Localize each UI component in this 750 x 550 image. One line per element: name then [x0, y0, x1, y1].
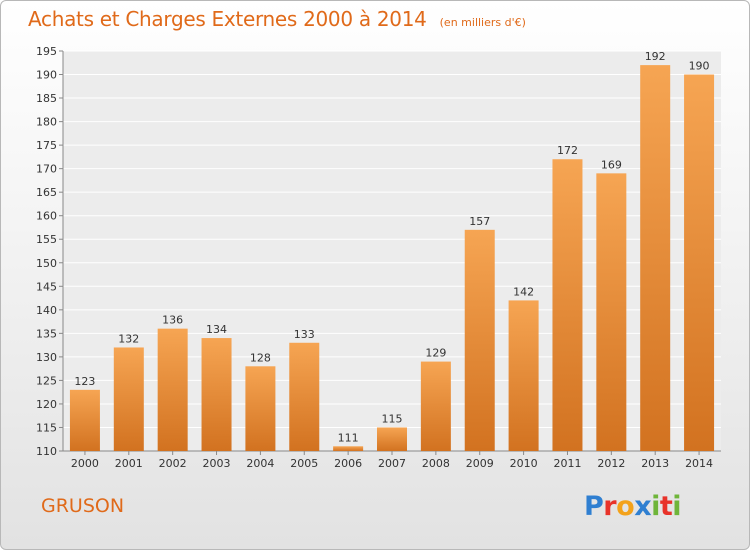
bar [508, 300, 539, 451]
x-tick-label: 2012 [597, 457, 625, 470]
data-label: 134 [206, 323, 227, 336]
y-tick-label: 140 [36, 304, 57, 317]
bar [113, 347, 144, 451]
x-tick-label: 2010 [510, 457, 538, 470]
data-label: 136 [162, 314, 183, 327]
x-tick-label: 2001 [115, 457, 143, 470]
data-label: 190 [689, 60, 710, 73]
y-tick-label: 190 [36, 69, 57, 82]
brand-letter: i [651, 491, 660, 522]
bar [640, 65, 671, 451]
data-label: 172 [557, 144, 578, 157]
y-tick-label: 155 [36, 233, 57, 246]
bar [289, 342, 320, 451]
y-tick-label: 165 [36, 186, 57, 199]
data-label: 169 [601, 158, 622, 171]
data-label: 157 [469, 215, 490, 228]
x-tick-label: 2008 [422, 457, 450, 470]
commune-name: GRUSON [41, 495, 125, 517]
bar [377, 427, 407, 451]
data-label: 111 [338, 431, 359, 444]
brand-letter: i [672, 491, 682, 522]
brand-letter: P [584, 491, 604, 522]
x-tick-label: 2005 [290, 457, 318, 470]
data-label: 123 [74, 375, 95, 388]
brand-letter: r [603, 491, 617, 522]
bar [420, 361, 451, 451]
x-tick-label: 2013 [641, 457, 669, 470]
data-label: 129 [425, 347, 446, 360]
y-tick-label: 135 [36, 327, 57, 340]
proxiti-logo: Proxiti [584, 491, 682, 522]
y-tick-label: 170 [36, 163, 57, 176]
x-tick-label: 2004 [246, 457, 274, 470]
data-label: 128 [250, 351, 271, 364]
data-label: 142 [513, 285, 534, 298]
data-label: 133 [294, 328, 315, 341]
brand-letter: o [616, 491, 635, 522]
bar [596, 173, 627, 451]
y-tick-label: 115 [36, 421, 57, 434]
x-tick-label: 2011 [553, 457, 581, 470]
brand-letter: x [634, 491, 652, 522]
y-tick-label: 120 [36, 398, 57, 411]
data-label: 115 [382, 412, 403, 425]
x-tick-label: 2002 [159, 457, 187, 470]
y-tick-label: 130 [36, 351, 57, 364]
brand-letter: t [659, 491, 673, 522]
bar [333, 446, 364, 451]
y-tick-label: 145 [36, 280, 57, 293]
x-tick-label: 2009 [466, 457, 494, 470]
bar [69, 389, 100, 451]
y-tick-label: 180 [36, 116, 57, 129]
x-tick-label: 2006 [334, 457, 362, 470]
x-tick-label: 2003 [203, 457, 231, 470]
chart-title: Achats et Charges Externes 2000 à 2014 [28, 7, 427, 31]
y-tick-label: 195 [36, 45, 57, 58]
title-row: Achats et Charges Externes 2000 à 2014 (… [28, 7, 526, 31]
y-tick-label: 110 [36, 445, 57, 458]
data-label: 192 [645, 50, 666, 63]
x-tick-label: 2007 [378, 457, 406, 470]
bar [245, 366, 276, 451]
bar [552, 159, 583, 451]
x-tick-label: 2000 [71, 457, 99, 470]
y-tick-label: 175 [36, 139, 57, 152]
y-tick-label: 160 [36, 210, 57, 223]
data-label: 132 [118, 332, 139, 345]
y-tick-label: 125 [36, 374, 57, 387]
x-tick-label: 2014 [685, 457, 713, 470]
chart-subtitle: (en milliers d'€) [439, 16, 526, 29]
bar [201, 338, 232, 451]
bar [684, 74, 715, 451]
y-tick-label: 150 [36, 257, 57, 270]
bar [464, 229, 495, 451]
bar [157, 328, 188, 451]
y-tick-label: 185 [36, 92, 57, 105]
